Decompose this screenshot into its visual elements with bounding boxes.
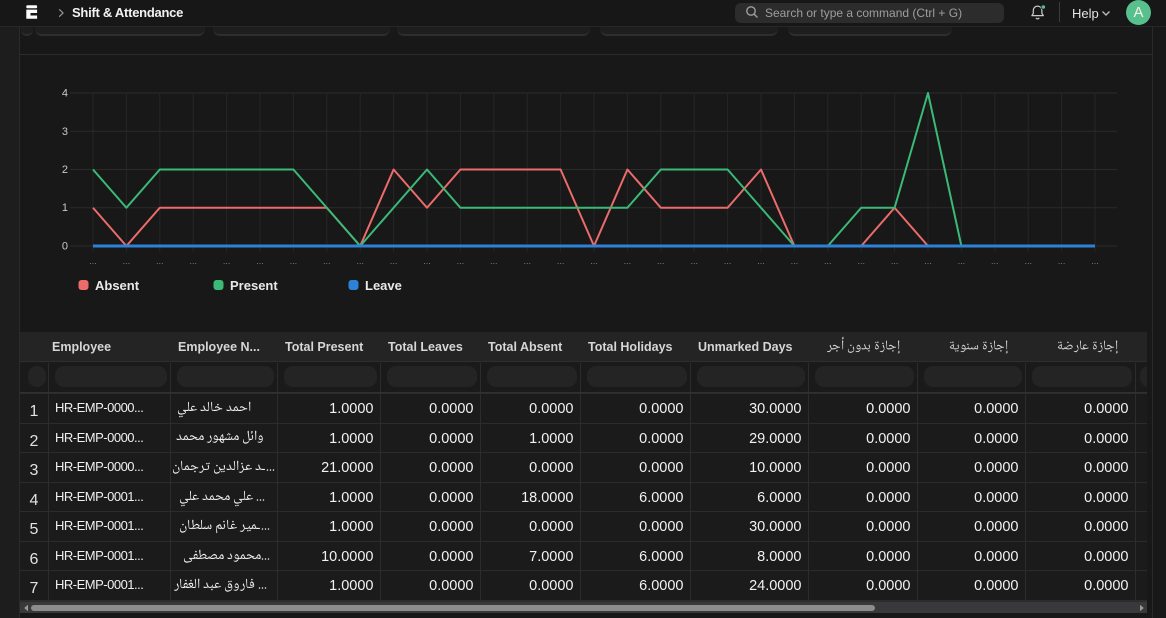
svg-text:...: ... <box>89 256 97 266</box>
svg-text:...: ... <box>290 256 298 266</box>
svg-text:...: ... <box>958 256 966 266</box>
svg-text:4: 4 <box>62 88 68 100</box>
svg-text:...: ... <box>1058 256 1066 266</box>
svg-text:...: ... <box>557 256 565 266</box>
svg-text:...: ... <box>624 256 632 266</box>
svg-text:...: ... <box>791 256 799 266</box>
svg-text:...: ... <box>189 256 197 266</box>
svg-text:...: ... <box>857 256 865 266</box>
svg-text:Absent: Absent <box>95 278 140 293</box>
svg-text:...: ... <box>657 256 665 266</box>
svg-text:Present: Present <box>230 278 278 293</box>
svg-text:Leave: Leave <box>365 278 402 293</box>
svg-text:0: 0 <box>62 241 68 253</box>
svg-text:...: ... <box>690 256 698 266</box>
svg-text:...: ... <box>256 256 264 266</box>
svg-text:...: ... <box>590 256 598 266</box>
svg-text:...: ... <box>156 256 164 266</box>
svg-text:...: ... <box>390 256 398 266</box>
svg-text:...: ... <box>891 256 899 266</box>
svg-text:...: ... <box>490 256 498 266</box>
svg-text:1: 1 <box>62 202 68 214</box>
svg-text:...: ... <box>757 256 765 266</box>
svg-text:...: ... <box>123 256 131 266</box>
svg-text:...: ... <box>924 256 932 266</box>
svg-text:...: ... <box>1091 256 1099 266</box>
svg-text:...: ... <box>1024 256 1032 266</box>
svg-text:...: ... <box>356 256 364 266</box>
svg-text:3: 3 <box>62 126 68 138</box>
svg-text:...: ... <box>323 256 331 266</box>
svg-text:...: ... <box>824 256 832 266</box>
svg-text:...: ... <box>223 256 231 266</box>
svg-text:...: ... <box>523 256 531 266</box>
svg-text:...: ... <box>724 256 732 266</box>
svg-text:2: 2 <box>62 164 68 176</box>
svg-text:...: ... <box>991 256 999 266</box>
svg-text:...: ... <box>457 256 465 266</box>
svg-text:...: ... <box>423 256 431 266</box>
